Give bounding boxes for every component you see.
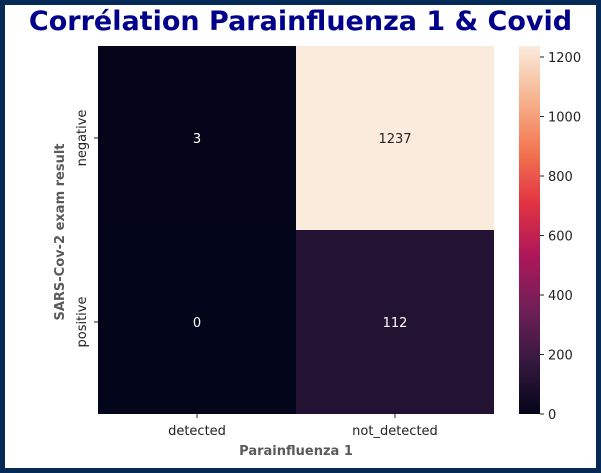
heatmap-cell-negative-detected (98, 46, 296, 230)
x-axis-ticks: detected not_detected (168, 414, 438, 439)
colorbar (519, 46, 540, 414)
cell-value-label: 112 (383, 316, 408, 331)
colorbar-tick-label: 200 (548, 349, 573, 364)
colorbar-tick-label: 1200 (548, 51, 581, 66)
colorbar-ticks: 0 200 400 600 800 1000 1200 (540, 51, 581, 423)
cell-value-label: 3 (193, 132, 201, 147)
colorbar-tick-label: 800 (548, 170, 573, 185)
y-tick-label-positive: positive (75, 297, 90, 348)
y-axis-ticks: negative positive (75, 110, 98, 348)
y-axis-label: SARS-Cov-2 exam result (53, 143, 68, 320)
heatmap-cell-negative-not_detected (296, 46, 494, 230)
heatmap-cell-positive-not_detected (296, 230, 494, 414)
chart-title: Corrélation Parainfluenza 1 & Covid (28, 6, 573, 37)
colorbar-tick-label: 0 (548, 408, 556, 423)
x-tick-label-not_detected: not_detected (352, 424, 438, 439)
x-axis-label: Parainfluenza 1 (239, 444, 353, 459)
x-tick-label-detected: detected (168, 424, 226, 439)
colorbar-tick-label: 1000 (548, 111, 581, 126)
colorbar-tick-label: 600 (548, 230, 573, 245)
heatmap-cells (98, 46, 494, 414)
y-tick-label-negative: negative (75, 110, 90, 167)
heatmap-cell-positive-detected (98, 230, 296, 414)
colorbar-tick-label: 400 (548, 289, 573, 304)
cell-value-label: 0 (193, 316, 201, 331)
cell-value-label: 1237 (378, 132, 411, 147)
heatmap-cell-labels: 3 1237 0 112 (193, 132, 412, 331)
